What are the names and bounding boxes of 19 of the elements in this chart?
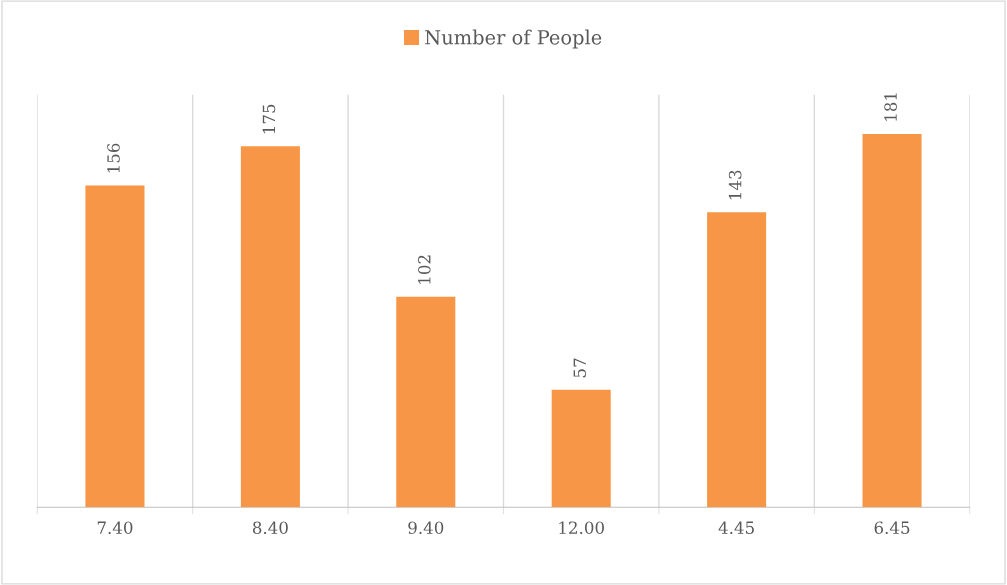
bar <box>396 296 456 508</box>
x-tick-label: 9.40 <box>408 521 444 534</box>
x-tick-label: 8.40 <box>252 521 288 534</box>
data-label: 181 <box>884 93 897 121</box>
data-label: 156 <box>107 143 120 173</box>
data-label: 57 <box>573 358 587 378</box>
data-label: 102 <box>418 255 431 284</box>
bar <box>240 146 300 508</box>
data-label: 143 <box>728 170 742 200</box>
x-tick-label: 6.45 <box>874 521 910 534</box>
bar <box>551 389 611 508</box>
legend-label: Number of People <box>425 29 602 49</box>
data-label: 175 <box>262 104 276 134</box>
x-tick-label: 7.40 <box>97 521 133 534</box>
x-tick-label: 12.00 <box>559 521 604 534</box>
bar <box>85 185 145 508</box>
bar <box>707 212 767 508</box>
x-tick-label: 4.45 <box>718 521 754 534</box>
bar <box>862 133 922 508</box>
